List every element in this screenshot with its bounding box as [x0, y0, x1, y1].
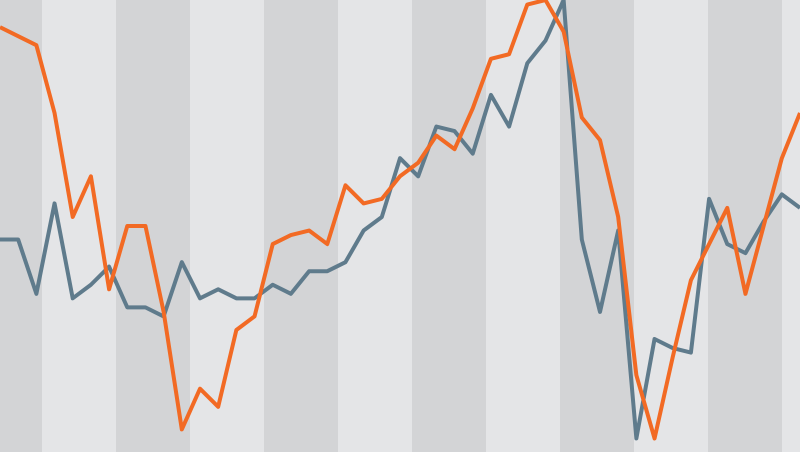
- dark-band: [264, 0, 339, 452]
- light-band: [782, 0, 800, 452]
- orange-series-line: [0, 0, 800, 441]
- light-band: [338, 0, 413, 452]
- light-band: [190, 0, 265, 452]
- light-band: [42, 0, 117, 452]
- blue-series-line: [0, 0, 800, 441]
- dark-band: [0, 0, 43, 452]
- series-lines: [0, 0, 800, 441]
- dark-band: [412, 0, 487, 452]
- light-band: [486, 0, 561, 452]
